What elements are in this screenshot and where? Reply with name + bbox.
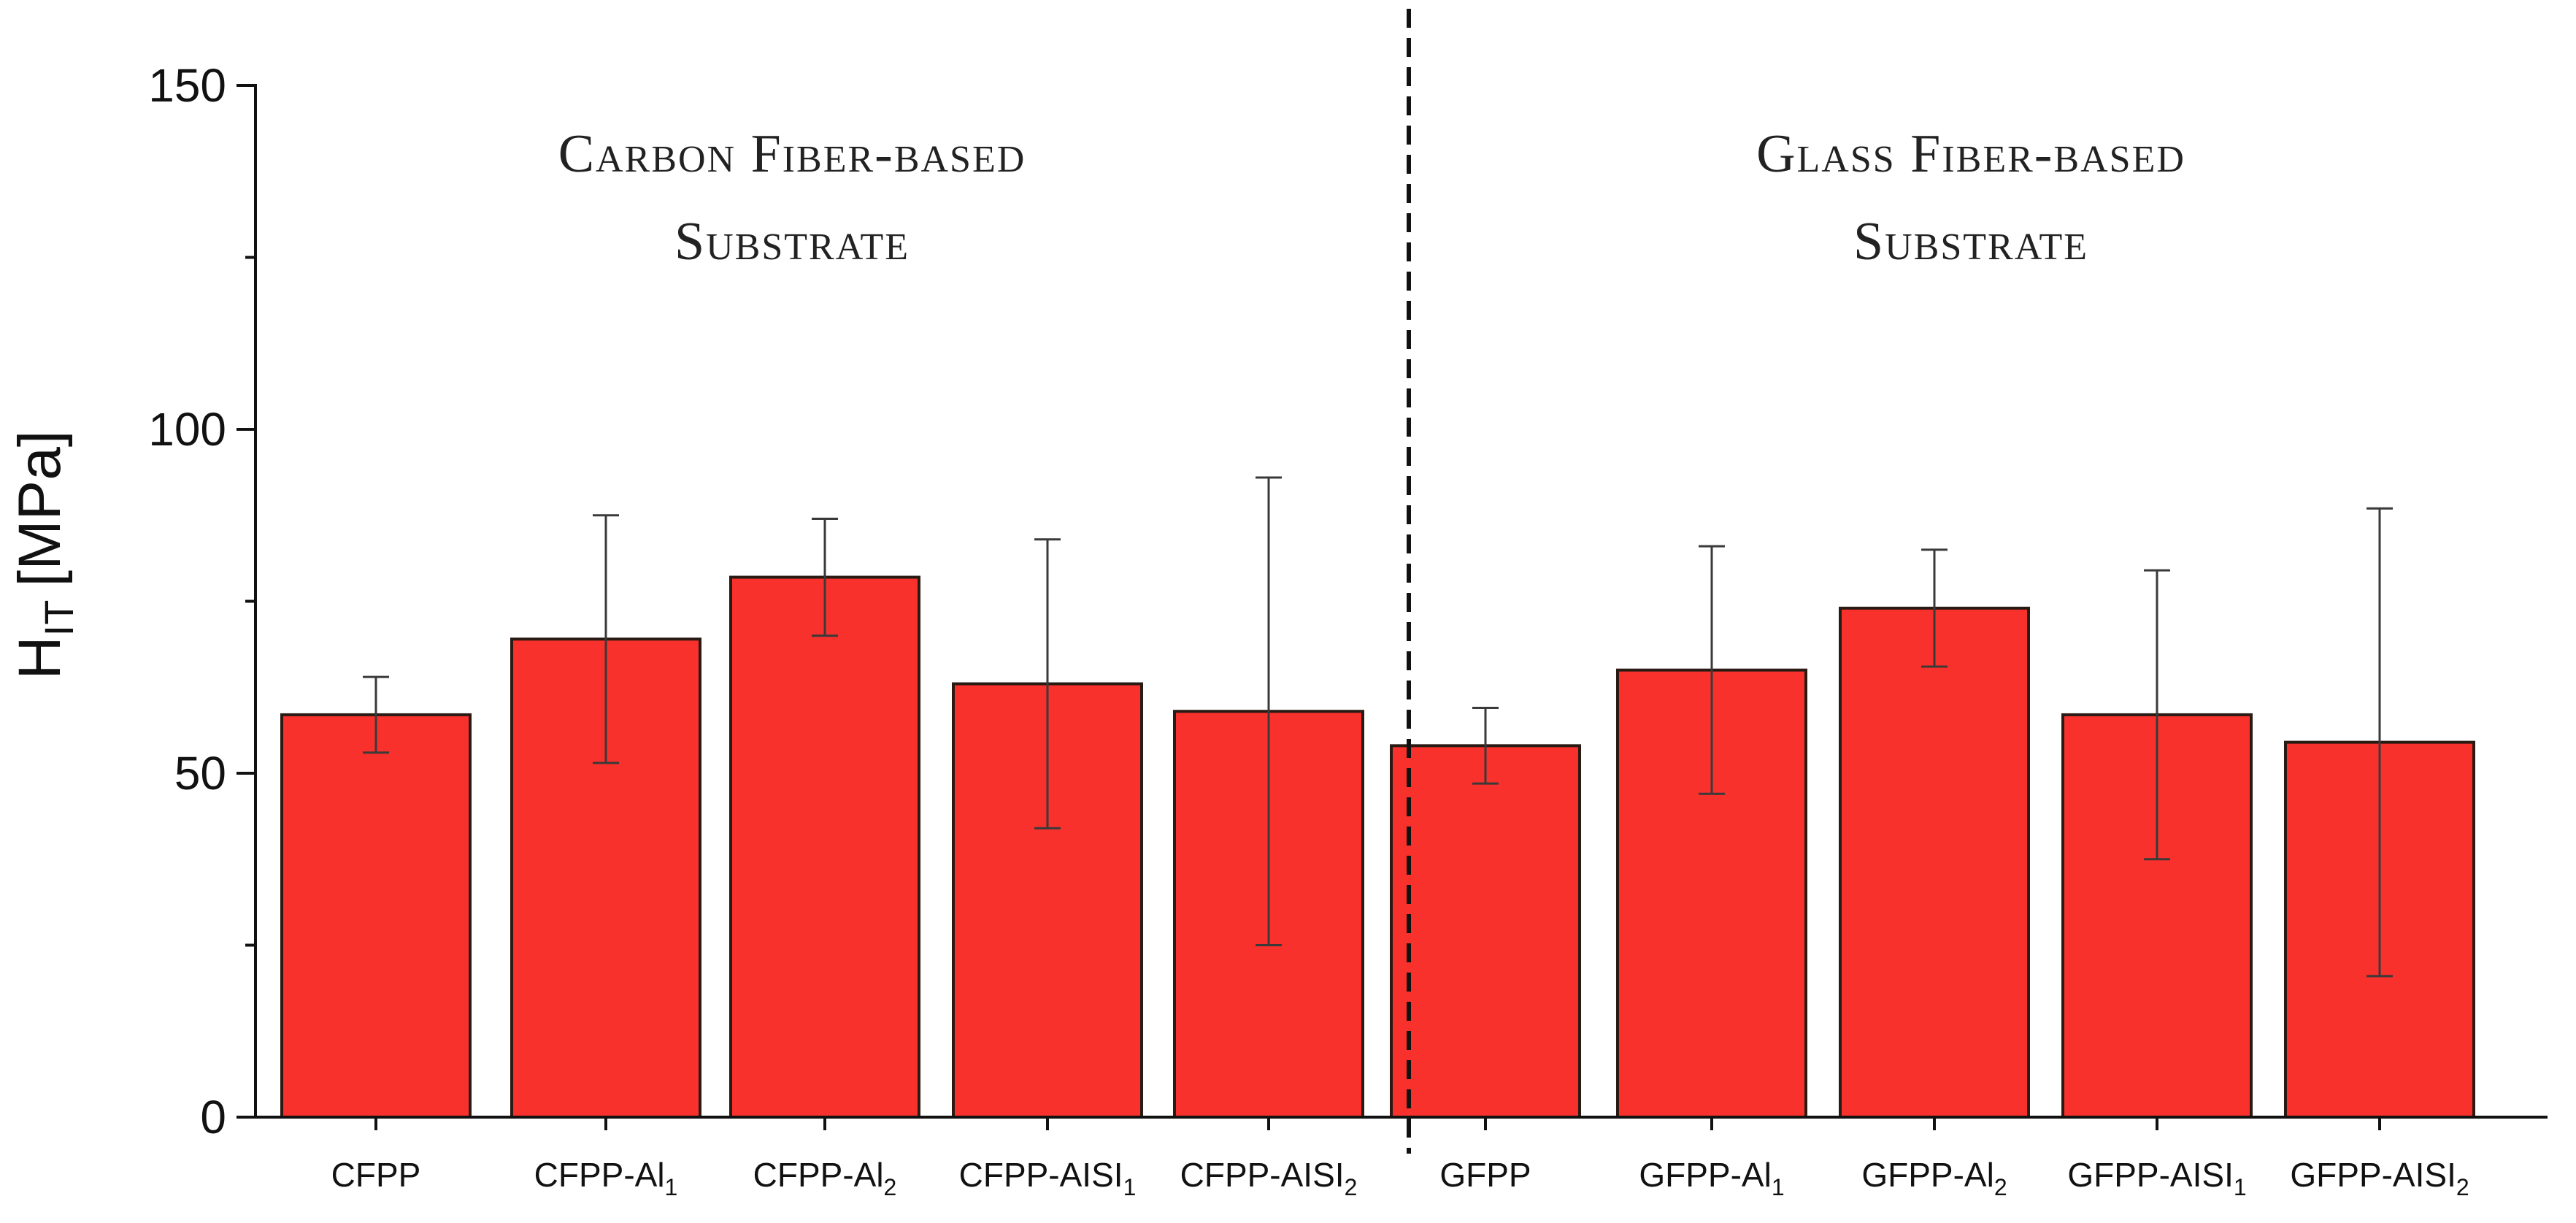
y-tick-label: 100 (148, 403, 226, 456)
group-title-carbon-line1: Carbon Fiber-based (558, 124, 1026, 184)
x-tick-label-base: CFPP-AISI (1180, 1156, 1345, 1194)
x-tick-label: CFPP (331, 1156, 421, 1194)
x-tick-label-subscript: 2 (1994, 1174, 2007, 1200)
y-ticks: 0 50 100 150 (148, 59, 255, 1143)
bars-layer (280, 575, 2475, 1119)
x-tick-label: CFPP-AISI2 (1180, 1156, 1358, 1200)
x-tick-label: CFPP-AISI1 (959, 1156, 1137, 1200)
bar-5 (1390, 744, 1581, 1119)
x-tick-label: GFPP-Al1 (1639, 1156, 1784, 1200)
x-tick-label-base: CFPP-Al (753, 1156, 884, 1194)
x-tick-label: CFPP-Al2 (753, 1156, 897, 1200)
x-tick-label-base: GFPP (1439, 1156, 1531, 1194)
x-tick-label-subscript: 2 (884, 1174, 897, 1200)
bar-7 (1839, 606, 2030, 1119)
group-title-carbon-line2: Substrate (674, 212, 910, 272)
x-tick-label-subscript: 2 (2456, 1174, 2469, 1200)
y-axis-label-symbol: H (7, 636, 73, 679)
x-tick-label-base: GFPP-AISI (2290, 1156, 2456, 1194)
x-tick-label: GFPP-AISI2 (2290, 1156, 2469, 1200)
x-tick-label-subscript: 1 (1123, 1174, 1137, 1200)
y-axis-label: HIT [MPa] (7, 430, 82, 679)
y-tick-label: 50 (174, 747, 226, 800)
x-ticks: CFPP CFPP-Al1 CFPP-Al2 CFPP-AISI1 CFPP-AISI2… (331, 1117, 2469, 1200)
x-tick-label: CFPP-Al1 (534, 1156, 678, 1200)
x-tick-label-subscript: 1 (2234, 1174, 2247, 1200)
x-tick-label-subscript: 1 (1772, 1174, 1785, 1200)
x-tick-label-base: GFPP-Al (1861, 1156, 1993, 1194)
x-tick-label-base: GFPP-Al (1639, 1156, 1771, 1194)
x-tick-label-base: GFPP-AISI (2067, 1156, 2233, 1194)
group-title-glass-line2: Substrate (1853, 212, 2088, 272)
bar-2 (729, 575, 920, 1119)
x-tick-label-subscript: 1 (665, 1174, 678, 1200)
x-tick-label-base: CFPP (331, 1156, 421, 1194)
x-tick-label: GFPP (1439, 1156, 1531, 1194)
x-tick-label-base: CFPP-AISI (959, 1156, 1123, 1194)
x-tick-label-base: CFPP-Al (534, 1156, 665, 1194)
y-axis-label-subscript: IT (36, 600, 82, 637)
y-tick-label: 150 (148, 59, 226, 112)
y-axis-label-unit: [MPa] (7, 430, 73, 586)
y-tick-label: 0 (200, 1091, 226, 1143)
x-tick-label-subscript: 2 (1345, 1174, 1358, 1200)
x-tick-label: GFPP-Al2 (1861, 1156, 2007, 1200)
x-tick-label: GFPP-AISI1 (2067, 1156, 2246, 1200)
group-title-glass-line1: Glass Fiber-based (1756, 124, 2185, 184)
bar-0 (280, 713, 472, 1119)
error-bars-layer (363, 476, 2393, 978)
